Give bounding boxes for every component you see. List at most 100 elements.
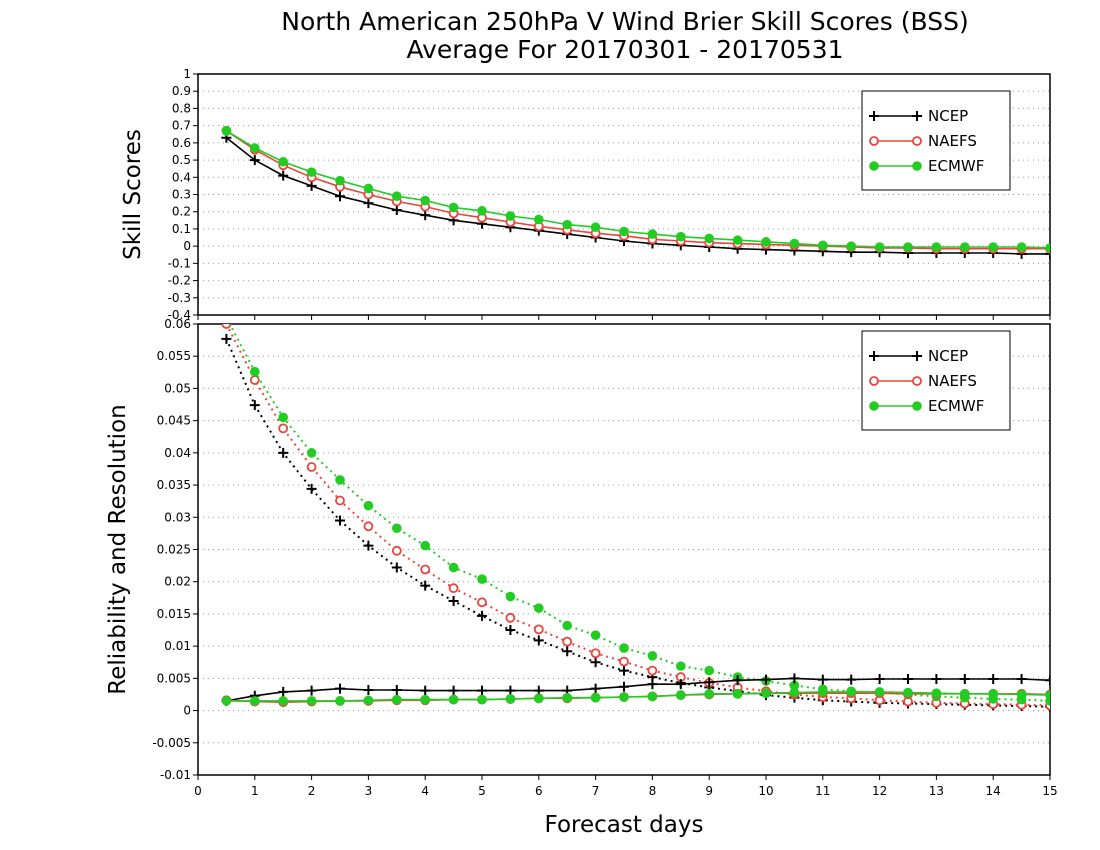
point-ecmwf-reliability (420, 540, 431, 551)
point-ecmwf (363, 183, 374, 194)
y-tick-label-top: 1 (183, 67, 191, 81)
point-ecmwf-resolution (562, 692, 572, 703)
legend-bottom: NCEP NAEFS ECMWF (861, 330, 1011, 431)
point-ecmwf (619, 226, 629, 237)
point-ecmwf (732, 235, 743, 245)
point-ecmwf (676, 231, 686, 242)
point-naefs-reliability (590, 648, 601, 659)
series-line-ncep-reliability (225, 338, 1050, 708)
point-ecmwf-reliability (278, 412, 289, 423)
point-ecmwf-resolution (1016, 689, 1027, 700)
point-ncep-resolution (306, 685, 317, 696)
y-tick-label-bottom: 0.005 (157, 671, 191, 685)
point-ecmwf-resolution (448, 694, 459, 705)
point-ecmwf-resolution (505, 694, 516, 704)
y-tick-label-bottom: 0 (183, 704, 191, 718)
point-ncep-resolution (704, 677, 715, 688)
y-tick-label-top: -0.1 (168, 256, 191, 270)
point-ncep-reliability (562, 646, 573, 657)
point-ecmwf (534, 214, 544, 225)
point-ncep-resolution (619, 681, 629, 692)
y-tick-label-top: 0.8 (172, 101, 191, 115)
point-ecmwf (1045, 243, 1050, 253)
y-axis-label-top: Skill Scores (120, 129, 146, 260)
y-tick-label-top: 0 (183, 239, 191, 253)
point-ncep-resolution (647, 679, 658, 690)
point-ncep-reliability (505, 625, 516, 636)
point-ncep (1045, 248, 1050, 259)
point-ecmwf (818, 240, 828, 251)
point-ncep-resolution (903, 674, 913, 685)
point-ecmwf (392, 191, 402, 202)
legend-marker-naefs (912, 136, 922, 146)
point-ecmwf (477, 206, 487, 216)
point-ncep-resolution (448, 685, 459, 696)
point-ncep-reliability (391, 562, 402, 573)
plot-frame-bottom (197, 323, 1051, 776)
legend-top: NCEP NAEFS ECMWF (861, 90, 1011, 191)
point-ncep-reliability (278, 447, 289, 458)
point-ncep-resolution (817, 674, 828, 685)
legend-marker-ecmwf (912, 161, 922, 171)
point-ecmwf-reliability (392, 523, 402, 534)
point-ecmwf-resolution (363, 695, 374, 706)
point-ecmwf-resolution (250, 696, 260, 706)
legend-label-ncep: NCEP (928, 347, 968, 365)
point-ecmwf-resolution (846, 687, 856, 697)
point-ecmwf (420, 195, 431, 206)
y-tick-label-top: 0.2 (172, 205, 191, 219)
point-ncep (278, 170, 289, 181)
legend-marker-ncep (912, 351, 922, 361)
point-ecmwf-resolution (335, 696, 345, 706)
point-ecmwf-resolution (874, 687, 885, 697)
x-tick-label: 11 (815, 784, 830, 798)
point-ncep-resolution (988, 674, 999, 685)
point-ecmwf (789, 238, 800, 249)
x-axis-label: Forecast days (545, 812, 704, 838)
point-ecmwf-reliability (704, 665, 714, 676)
point-ecmwf (590, 222, 601, 233)
x-tick-label: 2 (308, 784, 316, 798)
point-ecmwf (306, 167, 317, 177)
point-ncep-reliability (533, 635, 544, 646)
point-ncep (249, 155, 260, 166)
legend-label-naefs: NAEFS (928, 372, 977, 390)
y-tick-label-bottom: 0.055 (157, 349, 191, 363)
point-ecmwf (562, 219, 572, 230)
point-ecmwf (448, 202, 459, 213)
point-ecmwf-resolution (931, 688, 942, 698)
point-ncep (391, 204, 402, 215)
point-ncep-resolution (335, 683, 345, 694)
point-ecmwf-resolution (221, 696, 232, 706)
legend-marker-naefs (869, 136, 879, 146)
point-ncep-resolution (363, 684, 374, 695)
point-ecmwf-reliability (477, 574, 487, 584)
x-tick-label: 7 (592, 784, 600, 798)
point-ecmwf-reliability (789, 680, 800, 691)
point-ecmwf-resolution (392, 694, 402, 705)
point-ncep-resolution (477, 685, 487, 696)
point-ecmwf-resolution (647, 691, 658, 702)
point-ncep-reliability (420, 580, 431, 591)
point-ecmwf-resolution (960, 689, 970, 699)
y-tick-label-top: 0.7 (172, 119, 191, 133)
x-tick-label: 10 (758, 784, 773, 798)
point-ncep-resolution (675, 679, 686, 690)
legend-marker-ncep (912, 111, 922, 121)
point-ecmwf-reliability (676, 661, 686, 671)
legend-label-ncep: NCEP (928, 107, 968, 125)
x-tick-label: 15 (1042, 784, 1057, 798)
point-naefs-reliability (278, 423, 289, 434)
point-ecmwf-resolution (534, 693, 544, 704)
point-ncep (335, 191, 345, 202)
point-ecmwf-reliability (590, 630, 601, 640)
point-naefs-reliability (533, 624, 544, 635)
point-ncep-reliability (619, 665, 629, 676)
point-ncep-reliability (477, 610, 487, 621)
legend-marker-ecmwf (869, 401, 879, 411)
y-tick-label-bottom: 0.01 (164, 639, 191, 653)
x-tick-label: 9 (705, 784, 713, 798)
point-ecmwf-resolution (732, 689, 743, 699)
point-naefs-reliability (363, 521, 374, 532)
y-tick-label-bottom: 0.025 (157, 543, 191, 557)
